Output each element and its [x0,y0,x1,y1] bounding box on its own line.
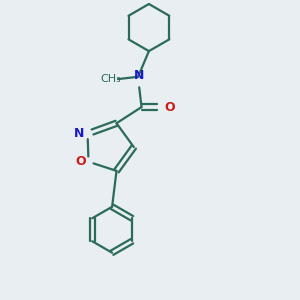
Text: CH₃: CH₃ [100,74,121,84]
Text: O: O [75,155,86,168]
Text: N: N [134,69,144,82]
Text: N: N [74,127,85,140]
Text: O: O [165,100,176,114]
